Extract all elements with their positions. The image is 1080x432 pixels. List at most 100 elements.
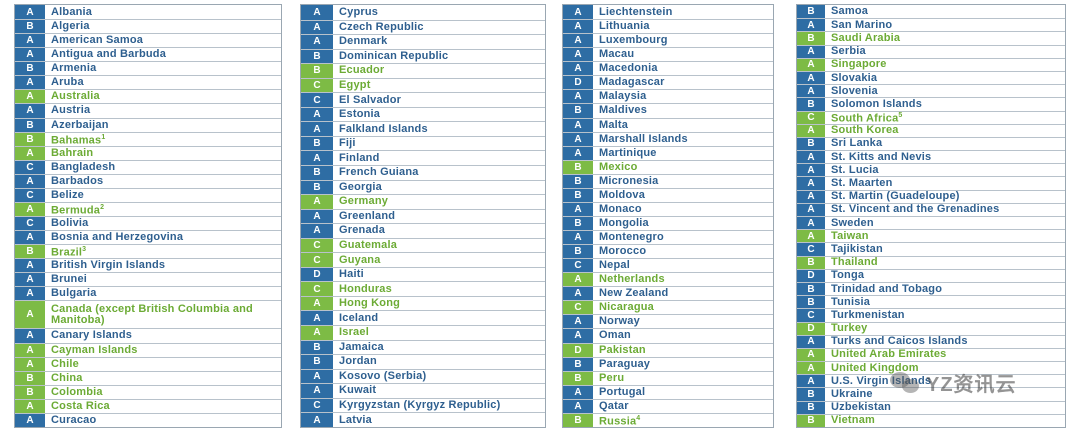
country-name: Cayman Islands [45,343,138,356]
country-name: Turks and Caicos Islands [825,336,968,347]
country-name: Estonia [333,109,380,120]
country-name-text: Qatar [599,399,629,412]
country-name-text: St. Kitts and Nevis [831,150,932,163]
country-name: Nicaragua [593,302,654,313]
grade-badge: A [301,209,333,224]
country-name: Nepal [593,260,630,271]
grade-badge: B [797,5,825,19]
country-name: Belize [45,188,84,201]
country-name-text: Austria [51,104,91,117]
grade-badge: D [797,322,825,335]
grade-badge: A [15,273,45,287]
country-row: B Algeria [15,19,281,34]
country-row: A Germany [301,194,545,209]
country-name-text: Russia [599,415,637,428]
country-row: A American Samoa [15,33,281,48]
footnote-marker: 5 [898,112,903,120]
country-row: A Chile [15,356,281,371]
country-name: Turkey [825,323,867,334]
country-name: Martinique [593,147,657,159]
grade-badge: C [301,398,333,413]
country-name: Oman [593,330,631,341]
country-name-text: Guyana [339,253,381,266]
country-name: Cyprus [333,6,378,18]
country-row: B Ecuador [301,63,545,78]
country-name: St. Kitts and Nevis [825,150,932,163]
footnote-marker: 1 [101,133,106,141]
country-name-text: Samoa [831,5,869,18]
country-name: Kuwait [333,385,376,396]
country-row: B Uzbekistan [797,400,1065,414]
country-name-text: U.S. Virgin Islands [831,374,932,387]
grade-badge: C [563,301,593,315]
country-name-text: Denmark [339,35,388,48]
grade-badge: C [563,259,593,273]
country-row: A South Korea [797,123,1065,137]
country-name: Slovenia [825,85,878,97]
country-name-text: Norway [599,315,640,328]
country-name: Pakistan [593,344,646,356]
country-name: Denmark [333,36,387,47]
country-row: A San Marino [797,18,1065,32]
country-name: Marshall Islands [593,133,688,145]
country-name: Armenia [45,63,96,74]
footnote-marker: 4 [636,415,641,423]
grade-badge: B [301,166,333,180]
country-name-text: Kosovo (Serbia) [339,369,427,382]
country-name-text: Turkey [831,322,868,335]
country-name: St. Martin (Guadeloupe) [825,191,960,202]
country-name-text: Montenegro [599,231,664,244]
country-name: Antigua and Barbuda [45,49,166,60]
grade-badge: A [797,335,825,348]
country-row: C Honduras [301,281,545,296]
country-row: A Australia [15,89,281,104]
country-name: Paraguay [593,357,651,370]
country-name-text: Solomon Islands [831,97,923,110]
country-name-text: Guatemala [339,239,398,252]
country-row: A Cyprus [301,5,545,20]
country-name-text: Czech Republic [339,20,424,33]
country-row: A Netherlands [563,272,773,287]
grade-badge: B [797,401,825,414]
country-name-text: Uzbekistan [831,401,892,414]
country-name-text: Bosnia and Herzegovina [51,231,184,244]
country-row: A Aruba [15,75,281,90]
country-name-text: Latvia [339,413,372,426]
grade-badge: A [563,62,593,76]
grade-badge: B [563,160,593,174]
grade-badge: B [797,414,825,427]
country-row: A Serbia [797,44,1065,58]
country-name-text: Belize [51,188,84,201]
country-row: A St. Lucia [797,163,1065,177]
grade-badge: A [797,190,825,203]
grade-badge: A [15,104,45,118]
grade-badge: A [563,48,593,62]
country-row: B Bahamas1 [15,131,281,146]
country-row: B Thailand [797,255,1065,269]
grade-badge: A [563,132,593,146]
country-name: Colombia [45,386,103,398]
country-name: Czech Republic [333,20,424,33]
country-row: D Haiti [301,266,545,282]
country-name: El Salvador [333,94,401,106]
country-name-text: Turks and Caicos Islands [831,335,968,348]
grade-badge: A [301,326,333,340]
grade-badge: A [563,273,593,287]
country-row: A Iceland [301,310,545,326]
country-name: Canada (except British Columbia and Mani… [45,303,281,326]
country-name-text: Bangladesh [51,160,116,173]
country-name: Canary Islands [45,330,132,341]
grade-badge: A [797,164,825,177]
country-name-text: Algeria [51,20,90,33]
country-name-text: Nepal [599,259,630,272]
country-name: Hong Kong [333,298,400,309]
country-name-text: Cayman Islands [51,343,138,356]
grade-badge: A [15,259,45,273]
grade-badge: A [797,217,825,230]
country-name-text: Tunisia [831,295,871,308]
country-row: A Bulgaria [15,286,281,301]
country-row: B Fiji [301,135,545,151]
country-name: Bahrain [45,147,93,159]
country-name-text: Germany [339,195,389,208]
country-name-text: Paraguay [599,357,651,370]
